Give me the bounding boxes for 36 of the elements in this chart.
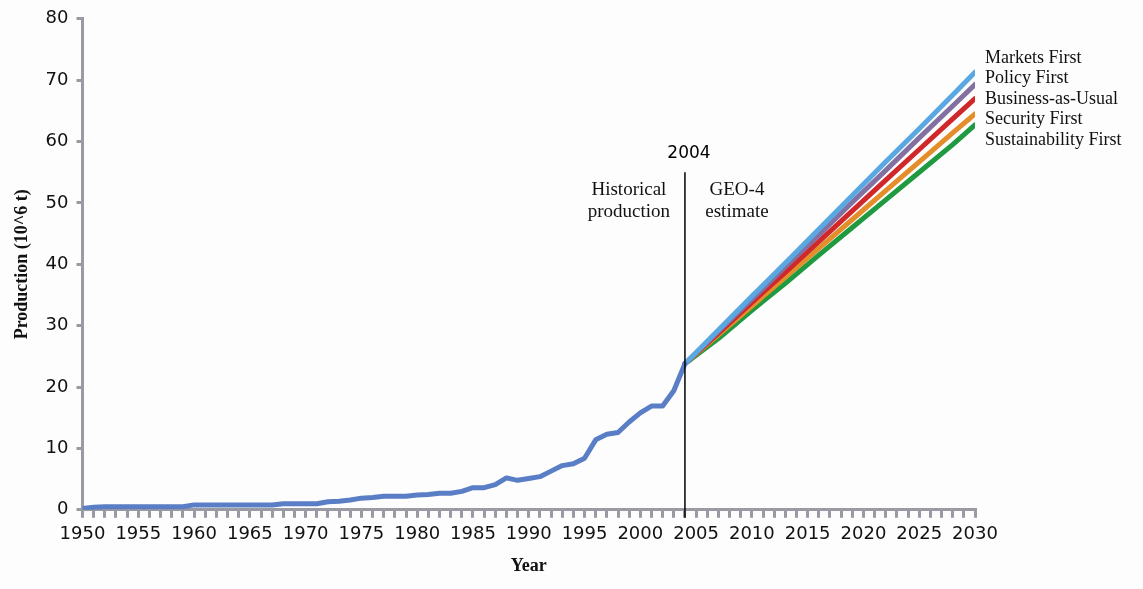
y-tick-label: 40 <box>45 251 69 273</box>
x-tick-label: 1980 <box>394 522 441 544</box>
series-label: Business-as-Usual <box>985 87 1118 108</box>
ref-line-label: 2004 <box>667 142 711 163</box>
annotation: Historical production <box>587 178 671 222</box>
x-tick-label: 1965 <box>226 522 273 544</box>
x-tick-label: 2025 <box>896 522 943 544</box>
y-tick-label: 20 <box>45 374 69 396</box>
y-tick-label: 70 <box>45 67 69 89</box>
x-tick-label: 2020 <box>840 522 887 544</box>
y-tick-label: 0 <box>57 497 69 519</box>
series-label: Policy First <box>985 67 1069 88</box>
x-tick-label: 2010 <box>728 522 775 544</box>
y-tick-label: 30 <box>45 313 69 335</box>
x-tick-label: 1985 <box>450 522 496 544</box>
x-tick-label: 2000 <box>617 522 664 544</box>
x-tick-label: 1970 <box>282 522 329 544</box>
x-tick-label: 1975 <box>338 522 385 544</box>
y-axis-title: Production (10^6 t) <box>11 189 33 340</box>
series-label: Security First <box>985 108 1083 129</box>
x-tick-label: 1995 <box>561 522 608 544</box>
x-tick-label: 2015 <box>784 522 831 544</box>
x-tick-label: 1955 <box>115 522 162 544</box>
y-tick-label: 80 <box>45 6 69 28</box>
x-tick-label: 1990 <box>505 522 552 544</box>
x-tick-label: 2005 <box>673 522 719 544</box>
y-tick-label: 10 <box>45 436 69 458</box>
annotation: GEO-4 estimate <box>705 178 769 222</box>
series-label: Sustainability First <box>985 128 1122 149</box>
x-tick-label: 1950 <box>59 522 106 544</box>
y-tick-label: 50 <box>45 190 69 212</box>
x-axis-title: Year <box>510 554 547 575</box>
y-tick-label: 60 <box>45 129 69 151</box>
series-label: Markets First <box>985 46 1082 67</box>
x-tick-label: 2030 <box>952 522 998 544</box>
x-tick-label: 1960 <box>171 522 217 544</box>
